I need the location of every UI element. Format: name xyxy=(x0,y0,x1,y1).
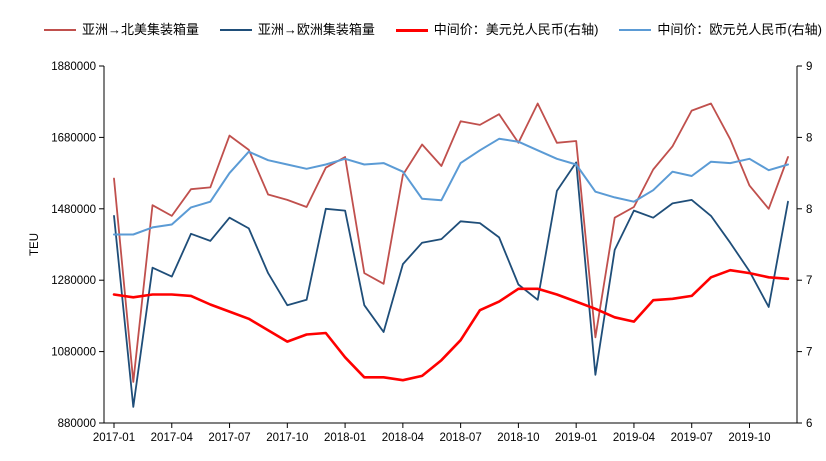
legend: 亚洲→北美集装箱量 亚洲→欧洲集装箱量 中间价：美元兑人民币(右轴) 中间价：欧… xyxy=(44,22,822,38)
x-axis-tick-label: 2019-04 xyxy=(613,432,656,444)
left-axis-tick-label: 1880000 xyxy=(51,61,96,73)
legend-item-asia-eu[interactable]: 亚洲→欧洲集装箱量 xyxy=(219,22,375,38)
legend-item-asia-na[interactable]: 亚洲→北美集装箱量 xyxy=(44,22,199,38)
x-axis-tick-label: 2018-10 xyxy=(497,432,539,444)
x-axis-tick-label: 2019-01 xyxy=(555,432,597,444)
line-swatch-icon xyxy=(395,28,428,32)
series-line-0 xyxy=(113,102,789,383)
legend-label: 中间价：欧元兑人民币(右轴) xyxy=(657,22,822,37)
x-axis-tick-label: 2017-07 xyxy=(208,432,250,444)
right-axis-tick-label: 8 xyxy=(806,132,812,144)
left-axis-tick-label: 1080000 xyxy=(51,347,96,359)
line-swatch-icon xyxy=(619,29,652,31)
right-axis-tick-label: 9 xyxy=(806,61,812,73)
right-axis-tick-label: 7 xyxy=(806,275,812,287)
x-axis-tick-label: 2019-10 xyxy=(728,432,770,444)
series-line-2 xyxy=(112,268,790,382)
legend-label: 亚洲→欧洲集装箱量 xyxy=(257,22,375,37)
x-axis-tick-label: 2019-07 xyxy=(671,432,713,444)
left-axis-tick-label: 1680000 xyxy=(51,132,96,144)
right-axis-tick-label: 8 xyxy=(806,204,812,216)
series-line-1 xyxy=(113,161,789,408)
left-axis-tick-label: 1280000 xyxy=(51,275,96,287)
series-line-3 xyxy=(113,137,789,236)
left-axis-tick-label: 1480000 xyxy=(51,204,96,216)
right-axis-tick-label: 6 xyxy=(806,418,812,430)
legend-label: 中间价：美元兑人民币(右轴) xyxy=(433,22,599,37)
legend-label: 亚洲→北美集装箱量 xyxy=(82,22,200,37)
x-axis-tick-label: 2017-10 xyxy=(266,432,308,444)
legend-item-usd-cny[interactable]: 中间价：美元兑人民币(右轴) xyxy=(395,22,599,38)
x-axis-tick-label: 2018-01 xyxy=(324,432,366,444)
line-swatch-icon xyxy=(44,29,76,31)
legend-item-eur-cny[interactable]: 中间价：欧元兑人民币(右轴) xyxy=(619,22,822,38)
x-axis-tick-label: 2018-07 xyxy=(440,432,482,444)
left-axis-tick-label: 880000 xyxy=(58,418,96,430)
right-axis-tick-label: 7 xyxy=(806,347,812,359)
line-swatch-icon xyxy=(219,29,252,31)
x-axis-tick-label: 2018-04 xyxy=(382,432,425,444)
left-axis-title: TEU xyxy=(29,233,41,256)
x-axis-tick-label: 2017-04 xyxy=(151,432,194,444)
x-axis-tick-label: 2017-01 xyxy=(93,432,135,444)
